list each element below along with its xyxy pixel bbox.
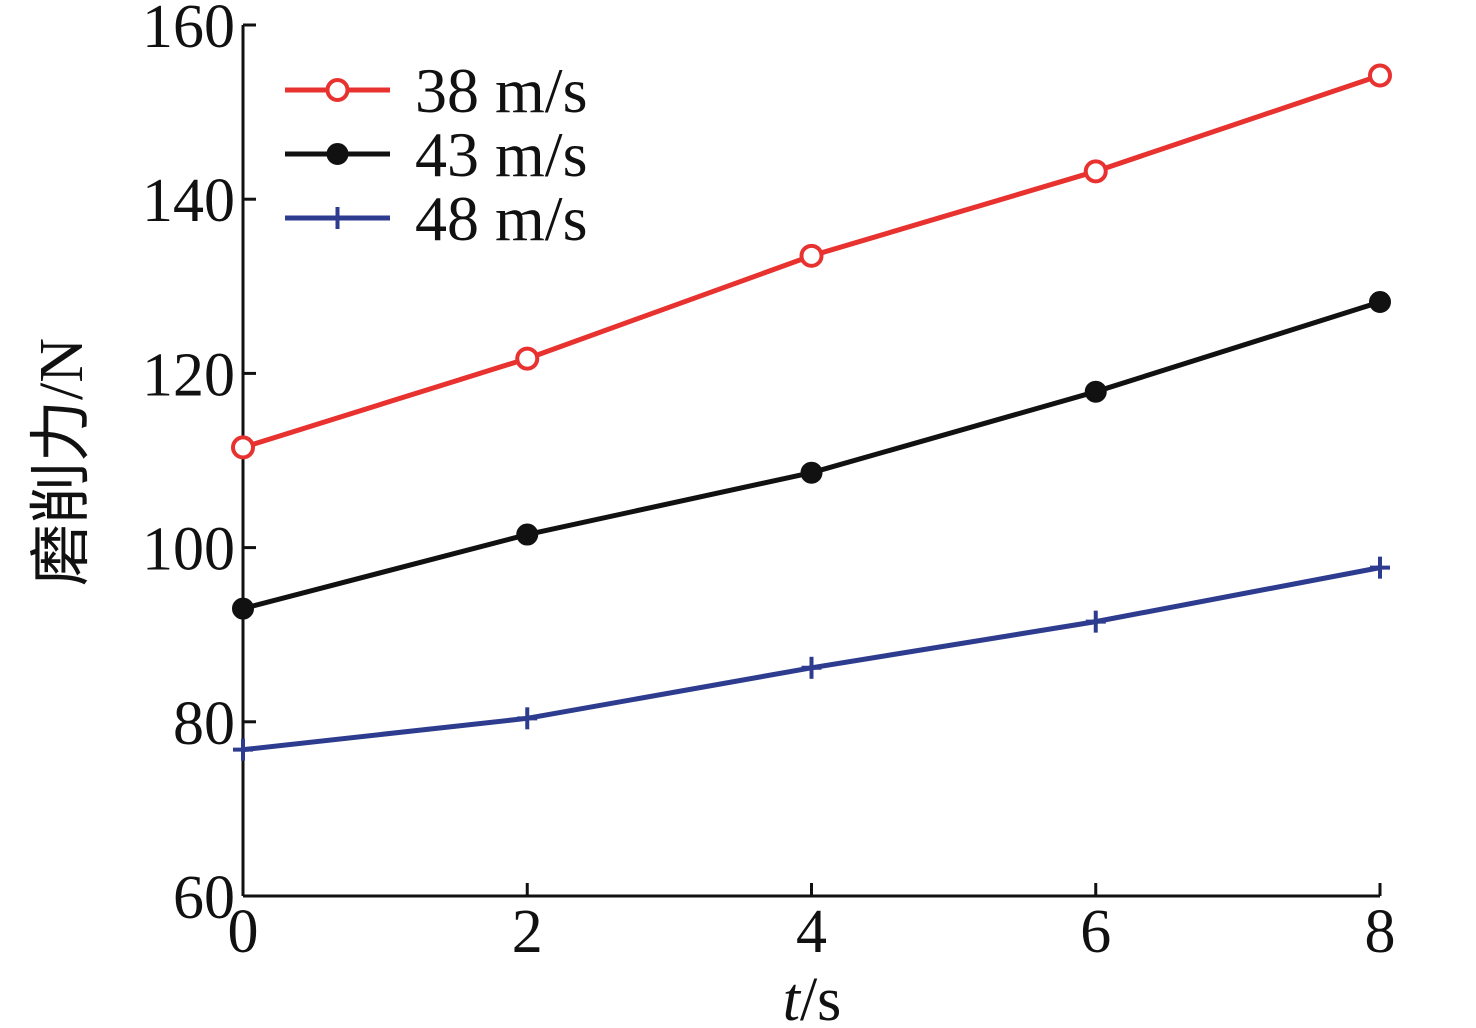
data-point bbox=[233, 738, 253, 761]
data-point bbox=[517, 707, 538, 730]
legend: 38 m/s43 m/s48 m/s bbox=[285, 55, 587, 254]
legend-item: 48 m/s bbox=[285, 183, 587, 254]
y-tick-label: 140 bbox=[142, 167, 235, 235]
data-point bbox=[800, 461, 823, 484]
y-tick-label: 80 bbox=[173, 690, 235, 758]
y-tick-label: 100 bbox=[142, 516, 235, 584]
legend-label: 38 m/s bbox=[415, 55, 587, 126]
x-axis-label-italic: t bbox=[783, 966, 802, 1028]
x-tick-label: 2 bbox=[512, 898, 543, 966]
y-axis-label: 磨削力/N bbox=[28, 338, 96, 586]
y-tick-label: 120 bbox=[142, 341, 235, 409]
legend-marker bbox=[325, 78, 350, 102]
data-point bbox=[1083, 159, 1108, 184]
data-point bbox=[1084, 380, 1107, 403]
series-0 bbox=[231, 63, 1392, 460]
series-line bbox=[242, 299, 1381, 611]
series-1 bbox=[232, 290, 1391, 620]
data-point bbox=[799, 243, 824, 268]
x-tick-label: 0 bbox=[228, 898, 259, 966]
series-layer bbox=[231, 63, 1392, 761]
legend-marker bbox=[327, 207, 348, 229]
legend-item: 38 m/s bbox=[285, 55, 587, 126]
y-tick-label: 160 bbox=[142, 0, 235, 61]
data-point bbox=[1370, 556, 1390, 579]
data-point bbox=[1369, 290, 1391, 313]
legend-label: 43 m/s bbox=[415, 119, 587, 190]
x-tick-label: 4 bbox=[796, 898, 827, 966]
axes: 60 80 100 120 140 160 0 2 4 6 8 bbox=[142, 0, 1396, 966]
data-point bbox=[231, 435, 255, 460]
legend-marker bbox=[326, 143, 349, 165]
x-axis-label-unit: /s bbox=[800, 966, 841, 1028]
x-tick-label: 8 bbox=[1365, 898, 1396, 966]
legend-item: 43 m/s bbox=[285, 119, 587, 190]
y-tick-label: 60 bbox=[173, 864, 235, 932]
data-point bbox=[1085, 610, 1106, 633]
data-point bbox=[232, 597, 254, 620]
x-axis-label: t/s bbox=[783, 966, 842, 1028]
x-tick-label: 6 bbox=[1080, 898, 1111, 966]
data-point bbox=[1368, 63, 1392, 88]
series-2 bbox=[233, 556, 1390, 761]
data-point bbox=[516, 523, 539, 546]
data-point bbox=[515, 346, 540, 371]
legend-label: 48 m/s bbox=[415, 183, 587, 254]
data-point bbox=[801, 656, 822, 679]
